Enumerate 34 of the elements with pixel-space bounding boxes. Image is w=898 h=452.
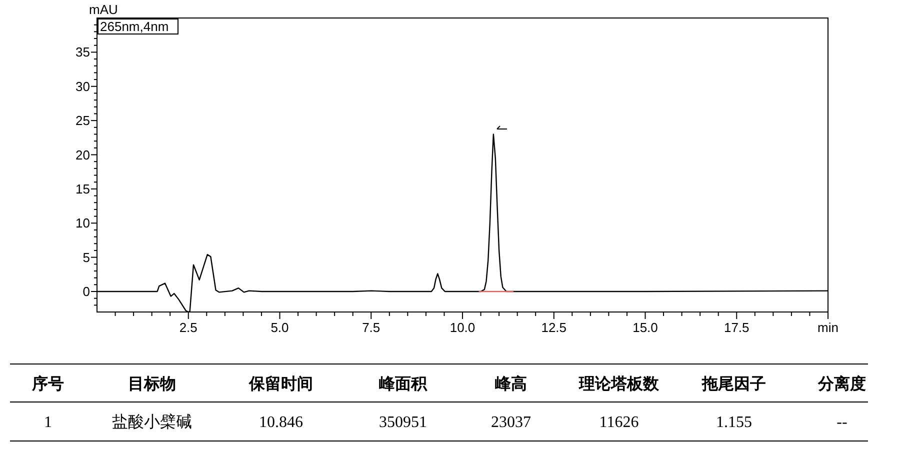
text: 盐酸小檗碱	[112, 413, 192, 431]
text: --	[836, 414, 848, 431]
text: 350951	[379, 414, 427, 431]
x-tick-label: 15.0	[632, 320, 658, 335]
x-tick-label: 2.5	[179, 320, 198, 335]
category-label: 序号	[31, 374, 64, 393]
category-label: 拖尾因子	[701, 375, 766, 393]
category-label: 分离度	[817, 374, 866, 393]
y-axis-title: mAU	[89, 2, 118, 17]
text: 23037	[491, 414, 531, 431]
annotation: 265nm,4nm	[100, 19, 169, 34]
x-tick-label: min	[818, 320, 838, 335]
y-tick-label: 0	[82, 284, 90, 300]
category-label: 峰高	[495, 374, 527, 393]
x-tick-label: 10.0	[450, 320, 476, 335]
x-tick-label: 17.5	[724, 320, 750, 335]
y-tick-label: 10	[76, 216, 90, 231]
y-tick-label: 20	[76, 147, 90, 162]
y-tick-label: 35	[76, 44, 90, 60]
y-tick-label: 15	[76, 181, 90, 196]
x-tick-label: 7.5	[362, 320, 380, 335]
x-tick-label: 5.0	[270, 320, 289, 335]
category-label: 目标物	[128, 375, 176, 393]
x-tick-label: 12.5	[541, 320, 567, 335]
category-label: 峰面积	[379, 375, 428, 393]
y-tick-label: 25	[76, 113, 90, 128]
y-tick-label: 30	[76, 78, 90, 94]
text: 1	[44, 414, 52, 431]
y-tick-label: 5	[82, 250, 90, 265]
category-label: 保留时间	[248, 375, 313, 393]
category-label: 理论塔板数	[578, 375, 660, 393]
text: 10.846	[259, 414, 303, 431]
text: 11626	[599, 414, 639, 431]
text: 1.155	[716, 414, 752, 431]
